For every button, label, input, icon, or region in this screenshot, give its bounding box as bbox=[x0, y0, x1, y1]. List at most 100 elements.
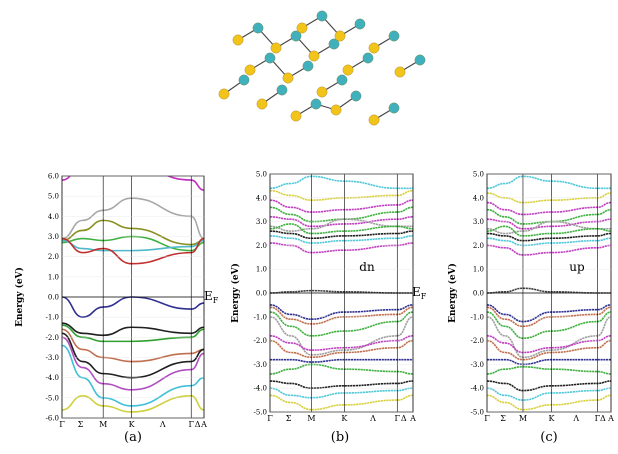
panel-caption: (a) bbox=[124, 430, 142, 445]
band-line bbox=[62, 395, 204, 413]
panel-caption: (c) bbox=[540, 430, 557, 445]
k-point-label: Λ bbox=[572, 414, 579, 423]
k-point-label: A bbox=[607, 414, 614, 423]
band-line bbox=[487, 287, 611, 294]
atoms bbox=[218, 10, 426, 126]
crystal-structure-illustration bbox=[218, 10, 426, 126]
y-tick-label: 0.0 bbox=[48, 294, 59, 302]
yellow-atom bbox=[218, 88, 230, 100]
band-line bbox=[62, 336, 204, 391]
k-point-label: M bbox=[519, 414, 527, 423]
band-line bbox=[270, 358, 413, 363]
k-point-label: Γ bbox=[484, 414, 490, 423]
y-tick-label: 2.0 bbox=[256, 242, 267, 250]
y-tick-label: 5.0 bbox=[256, 171, 267, 179]
band-line bbox=[62, 328, 204, 363]
band-line bbox=[487, 394, 611, 411]
k-point-label: Λ bbox=[159, 420, 166, 429]
y-tick-label: -3.0 bbox=[254, 361, 268, 369]
y-tick-label: -1.0 bbox=[46, 314, 60, 322]
k-point-label: Γ bbox=[59, 420, 65, 429]
spin-label: dn bbox=[359, 260, 375, 274]
band-line bbox=[62, 176, 204, 191]
band-line bbox=[62, 296, 204, 318]
band-line bbox=[270, 189, 413, 201]
teal-atom bbox=[388, 30, 400, 42]
band-line bbox=[62, 324, 204, 343]
band-line bbox=[487, 244, 611, 256]
y-axis-label: Energy (eV) bbox=[230, 263, 241, 323]
teal-atom bbox=[316, 10, 328, 22]
y-tick-labels: 6.0 5.0 4.0 3.0 2.0 1.0 0.0 -1.0 -2.0 -3.0 -4.0 -5.… bbox=[46, 173, 60, 423]
teal-atom bbox=[252, 22, 264, 34]
k-point-label: Γ bbox=[394, 414, 400, 423]
y-tick-label: 4.0 bbox=[473, 194, 484, 202]
band-line bbox=[62, 322, 204, 337]
y-tick-label: 3.0 bbox=[473, 218, 484, 226]
band-lines bbox=[487, 175, 611, 411]
y-tick-label: -5.0 bbox=[471, 409, 485, 417]
fermi-label: EF bbox=[204, 289, 219, 305]
band-line bbox=[270, 175, 413, 190]
y-axis-label: Energy (eV) bbox=[14, 267, 25, 327]
y-tick-labels: 5.0 4.0 3.0 2.0 1.0 0.0 -1.0 -2.0 -3.0 -4.0 -5.0 bbox=[471, 171, 485, 417]
yellow-atom bbox=[232, 34, 244, 46]
teal-atom bbox=[302, 60, 314, 72]
yellow-atom bbox=[316, 86, 328, 98]
band-line bbox=[62, 237, 204, 265]
y-tick-label: 2.0 bbox=[48, 253, 59, 261]
band-line bbox=[270, 218, 413, 232]
y-tick-label: 2.0 bbox=[473, 242, 484, 250]
band-line bbox=[270, 387, 413, 399]
teal-atom bbox=[362, 52, 374, 64]
k-point-label: A bbox=[200, 420, 207, 429]
band-line bbox=[62, 235, 204, 252]
teal-atom bbox=[414, 54, 426, 66]
yellow-atom bbox=[342, 64, 354, 76]
yellow-atom bbox=[282, 72, 294, 84]
band-line bbox=[487, 304, 611, 323]
teal-atom bbox=[388, 102, 400, 114]
yellow-atom bbox=[330, 104, 342, 116]
y-tick-labels: 5.0 4.0 3.0 2.0 1.0 0.0 -1.0 -2.0 -3.0 -4.0 -5.0 bbox=[254, 171, 268, 417]
band-line bbox=[487, 175, 611, 190]
band-line bbox=[487, 339, 611, 361]
y-tick-label: -6.0 bbox=[46, 415, 60, 423]
teal-atom bbox=[264, 52, 276, 64]
teal-atom bbox=[336, 74, 348, 86]
band-line bbox=[487, 306, 611, 328]
k-point-label: Γ bbox=[595, 414, 601, 423]
y-tick-label: -1.0 bbox=[254, 313, 268, 321]
k-point-label: Δ bbox=[600, 414, 606, 423]
band-line bbox=[270, 394, 413, 411]
band-line bbox=[270, 304, 413, 320]
band-line bbox=[270, 363, 413, 375]
band-line bbox=[270, 316, 413, 356]
y-tick-label: -2.0 bbox=[254, 337, 268, 345]
band-line bbox=[487, 218, 611, 230]
y-tick-label: -3.0 bbox=[471, 361, 485, 369]
y-tick-label: 3.0 bbox=[48, 233, 59, 241]
yellow-atom bbox=[368, 42, 380, 54]
band-line bbox=[270, 235, 413, 244]
band-line bbox=[487, 220, 611, 235]
band-line bbox=[270, 339, 413, 359]
panel-caption: (b) bbox=[331, 430, 349, 445]
y-tick-label: -2.0 bbox=[46, 334, 60, 342]
band-structure-panel-c: 5.0 4.0 3.0 2.0 1.0 0.0 -1.0 -2.0 -3.0 -4.0 -5.0 Γ… bbox=[447, 171, 614, 446]
k-point-label: K bbox=[341, 414, 348, 423]
k-point-label: Γ bbox=[188, 420, 194, 429]
band-line bbox=[487, 237, 611, 247]
band-line bbox=[487, 358, 611, 366]
teal-atom bbox=[238, 74, 250, 86]
k-point-label: A bbox=[409, 414, 416, 423]
y-tick-label: -4.0 bbox=[254, 385, 268, 393]
band-lines bbox=[62, 176, 204, 413]
k-point-label: K bbox=[548, 414, 555, 423]
band-line bbox=[487, 232, 611, 242]
y-tick-label: -5.0 bbox=[254, 409, 268, 417]
teal-atom bbox=[276, 84, 288, 96]
